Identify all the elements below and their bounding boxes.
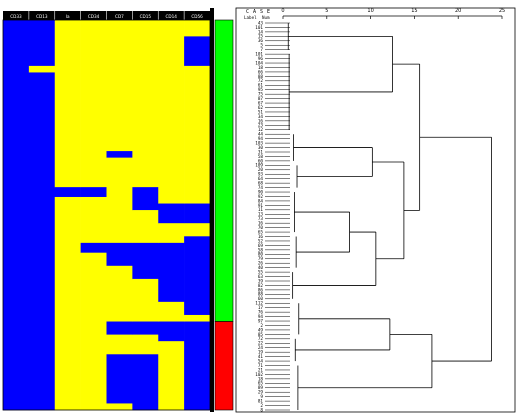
heatmap-block-cd56-negative [184, 236, 210, 315]
case-subheader-num: Num [262, 15, 270, 20]
heatmap-block-cd33-negative [3, 20, 29, 410]
heatmap-block-cd7-positive [107, 158, 133, 244]
heatmap-block-cd7-negative [107, 243, 133, 266]
heatmap-block-cd56-negative [184, 204, 210, 224]
scale-tick-label: 0 [281, 8, 284, 14]
heatmap-block-cd34-negative [81, 243, 107, 253]
heatmap-block-cd15-negative [132, 322, 158, 335]
column-label-cd15: CD15 [140, 14, 152, 19]
heatmap-block-cd15-negative [132, 354, 158, 410]
heatmap-block-cd34-positive [81, 197, 107, 243]
heatmap-block-ia-negative [55, 187, 81, 197]
scale-tick-label: 20 [455, 8, 461, 14]
heatmap-block-cd15-positive [132, 335, 158, 355]
heatmap-block-cd14-negative [158, 322, 184, 342]
heatmap-block-cd13-negative [29, 20, 55, 66]
case-subheader-label: Label [244, 15, 257, 20]
heatmap-block-cd7-negative [107, 151, 133, 158]
heatmap-block-cd15-negative [132, 187, 158, 210]
heatmap-block-cd7-negative [107, 322, 133, 335]
heatmap-block-cd56-negative [184, 36, 210, 66]
heatmap-block-cd7-positive [107, 335, 133, 355]
heatmap-block-cd34-positive [81, 253, 107, 411]
scale-tick-label: 15 [411, 8, 417, 14]
heatmap-block-cd34-negative [81, 187, 107, 197]
cluster-bar-group-1 [215, 20, 233, 322]
panel-divider [210, 8, 214, 412]
heatmap-block-cd56-negative [184, 322, 210, 411]
column-label-cd7: CD7 [115, 14, 124, 19]
heatmap-block-cd14-negative [158, 243, 184, 302]
scale-tick-label: 5 [325, 8, 328, 14]
heatmap-block-cd14-positive [158, 20, 184, 204]
heatmap-block-cd56-positive [184, 223, 210, 236]
heatmap-block-cd56-positive [184, 315, 210, 322]
case-label: 8 [260, 407, 263, 413]
heatmap-block-ia-positive [55, 197, 81, 410]
heatmap-block-cd13-negative [29, 72, 55, 410]
heatmap-header: CD33 CD13 Ia CD34 CD7 CD15 CD14 CD56 [3, 11, 210, 20]
heatmap-block-cd7-positive [107, 403, 133, 410]
heatmap-block-cd7-positive [107, 20, 133, 151]
column-label-cd34: CD34 [88, 14, 100, 19]
heatmap-block-cd13-positive [29, 66, 55, 73]
heatmap-block-cd56-positive [184, 20, 210, 37]
scale-tick-label: 25 [499, 8, 505, 14]
heatmap [3, 20, 210, 410]
heatmap-block-cd14-positive [158, 341, 184, 410]
heatmap-block-cd15-positive [132, 279, 158, 322]
cluster-bar [210, 8, 233, 412]
heatmap-block-cd14-positive [158, 302, 184, 322]
heatmap-block-cd14-negative [158, 204, 184, 224]
heatmap-block-cd7-positive [107, 266, 133, 322]
heatmap-block-cd15-positive [132, 20, 158, 187]
heatmap-block-cd34-positive [81, 20, 107, 187]
column-label-cd14: CD14 [165, 14, 177, 19]
scale-tick-label: 10 [367, 8, 373, 14]
cluster-bar-group-2 [215, 322, 233, 410]
column-label-ia: Ia [66, 14, 70, 19]
column-label-cd33: CD33 [10, 14, 22, 19]
heatmap-block-cd15-positive [132, 210, 158, 243]
heatmap-block-cd56-positive [184, 66, 210, 204]
heatmap-block-cd15-negative [132, 243, 158, 279]
heatmap-block-cd7-negative [107, 354, 133, 403]
column-label-cd13: CD13 [36, 14, 48, 19]
heatmap-block-cd14-positive [158, 223, 184, 243]
column-label-cd56: CD56 [191, 14, 203, 19]
heatmap-block-ia-positive [55, 20, 81, 187]
